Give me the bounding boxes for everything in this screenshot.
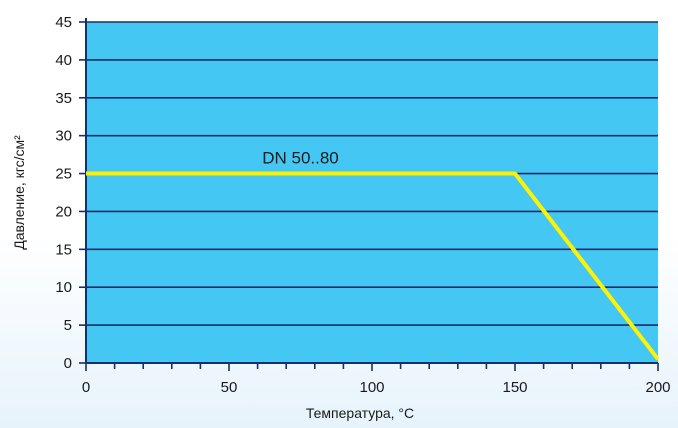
y-tick-label-10: 10 xyxy=(55,279,72,296)
y-tick-label-15: 15 xyxy=(55,241,72,258)
y-tick-label-20: 20 xyxy=(55,203,72,220)
y-tick-label-25: 25 xyxy=(55,166,72,183)
x-tick-label-100: 100 xyxy=(359,379,384,396)
y-tick-label-35: 35 xyxy=(55,90,72,107)
series-label: DN 50..80 xyxy=(262,149,339,168)
x-tick-label-200: 200 xyxy=(645,379,670,396)
x-tick-labels: 0 50 100 150 200 xyxy=(82,379,671,396)
x-tick-label-150: 150 xyxy=(502,379,527,396)
x-tick-label-0: 0 xyxy=(82,379,90,396)
y-tick-label-5: 5 xyxy=(64,317,72,334)
y-tick-label-0: 0 xyxy=(64,355,72,372)
y-tick-labels: 0 5 10 15 20 25 30 35 40 45 xyxy=(55,14,72,372)
x-axis-title: Температура, °С xyxy=(306,405,414,421)
x-minor-ticks xyxy=(85,363,659,371)
y-tick-label-40: 40 xyxy=(55,52,72,69)
series-line xyxy=(86,171,660,361)
y-tick-label-45: 45 xyxy=(55,14,72,31)
y-axis-title: Давление, кгс/см² xyxy=(11,135,27,250)
plot-area xyxy=(86,22,658,363)
y-tick-label-30: 30 xyxy=(55,128,72,145)
x-tick-label-50: 50 xyxy=(221,379,238,396)
